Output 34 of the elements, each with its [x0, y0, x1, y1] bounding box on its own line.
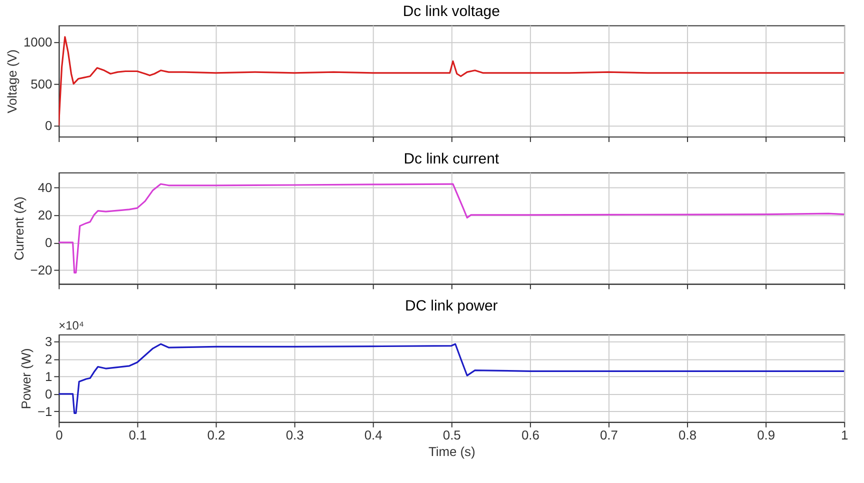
- y-tick-label: 20: [38, 207, 52, 222]
- line-series: [58, 343, 844, 414]
- x-tick-label: 0: [56, 427, 63, 442]
- x-axis-title: Time (s): [428, 444, 476, 460]
- x-tick-label: 1: [841, 427, 848, 442]
- x-tick-label: 0.7: [600, 427, 618, 442]
- x-tick-label: 0.5: [442, 427, 461, 442]
- y-axis-title: Power (W): [18, 348, 34, 410]
- y-tick-label: 1: [45, 368, 52, 384]
- y-axis-title: Current (A): [11, 196, 26, 260]
- text: ×10⁴: [58, 318, 84, 332]
- line-series: [58, 183, 844, 274]
- x-tick-label: 0.4: [364, 427, 382, 442]
- y-tick-label: −20: [30, 262, 52, 278]
- chart-title: Dc link voltage: [402, 4, 500, 20]
- chart-title: DC link power: [404, 298, 498, 315]
- x-tick-label: 0.9: [757, 427, 776, 442]
- y-tick-label: 500: [30, 76, 52, 92]
- line-series: [58, 36, 844, 126]
- y-tick-label: 0: [45, 386, 52, 402]
- y-tick-label: −1: [37, 404, 52, 419]
- y-tick-label: 3: [45, 334, 52, 349]
- y-tick-label: 40: [38, 180, 52, 195]
- x-tick-label: 0.8: [678, 427, 696, 442]
- y-tick-label: 1000: [23, 34, 52, 50]
- chart-title: Dc link current: [404, 151, 500, 168]
- y-tick-label: 0: [45, 234, 52, 250]
- x-tick-label: 0.6: [521, 427, 540, 442]
- y-tick-label: 0: [45, 118, 52, 134]
- y-axis-title: Voltage (V): [4, 49, 20, 114]
- x-tick-label: 0.3: [286, 427, 304, 442]
- x-tick-label: 0.1: [128, 427, 147, 442]
- y-tick-label: 2: [45, 351, 52, 366]
- x-tick-label: 0.2: [207, 427, 226, 442]
